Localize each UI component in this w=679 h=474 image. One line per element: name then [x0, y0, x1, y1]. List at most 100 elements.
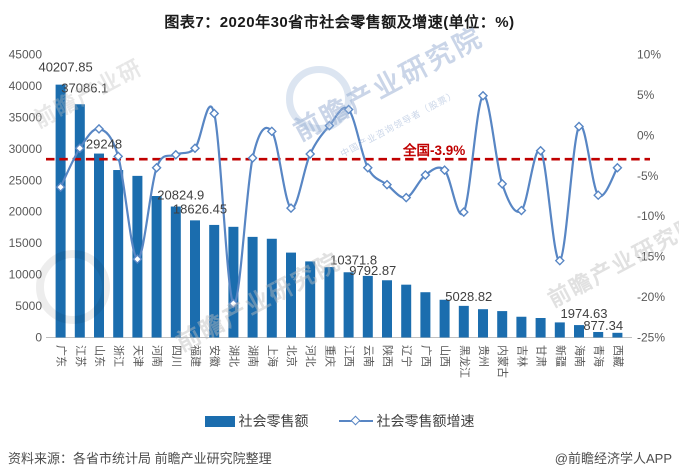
x-category-label: 湖南 — [247, 345, 260, 367]
y-axis-tick-right: -20% — [637, 290, 665, 304]
line-marker-上海 — [266, 126, 277, 137]
bar-value-label: 40207.85 — [38, 60, 92, 75]
bar-山西 — [439, 299, 450, 338]
x-category-label: 吉林 — [515, 345, 529, 367]
bar-广西 — [420, 292, 431, 338]
line-marker-四川 — [170, 149, 181, 160]
y-axis-tick-right: 5% — [637, 88, 655, 102]
bar-青海 — [593, 331, 604, 338]
x-category-label: 贵州 — [477, 345, 490, 367]
line-marker-江苏 — [74, 143, 85, 154]
bar-云南 — [362, 275, 373, 338]
x-category-label: 上海 — [266, 345, 280, 367]
bar-北京 — [286, 252, 296, 338]
y-axis-tick-right: 0% — [637, 128, 655, 142]
bar-河北 — [305, 261, 316, 338]
y-axis-tick-right: -10% — [637, 209, 665, 223]
bar-内蒙古 — [497, 311, 508, 338]
line-marker-河北 — [305, 148, 316, 159]
line-marker-浙江 — [113, 151, 124, 162]
legend-bar-swatch — [204, 415, 235, 427]
x-category-label: 湖北 — [227, 345, 240, 367]
x-category-label: 四川 — [170, 345, 182, 367]
x-category-label: 山东 — [93, 345, 106, 367]
bar-湖北 — [228, 226, 239, 338]
x-category-label: 西藏 — [611, 345, 624, 367]
x-category-label: 浙江 — [112, 345, 125, 367]
line-marker-黑龙江 — [458, 207, 469, 218]
bar-value-label: 37086.1 — [61, 80, 108, 95]
bar-安徽 — [209, 224, 220, 338]
x-category-label: 辽宁 — [400, 345, 414, 367]
x-category-label: 河北 — [304, 345, 317, 367]
legend-diamond-marker-icon — [350, 415, 360, 426]
line-marker-湖北 — [228, 298, 239, 309]
y-axis-tick-left: 30000 — [9, 142, 43, 156]
legend: 社会零售额 社会零售额增速 — [0, 411, 679, 431]
line-marker-北京 — [286, 203, 296, 214]
bar-福建 — [190, 220, 200, 338]
bar-海南 — [574, 325, 584, 338]
y-axis-tick-right: -15% — [637, 250, 665, 264]
bar-新疆 — [554, 322, 565, 338]
x-category-label: 海南 — [573, 345, 587, 367]
x-category-label: 青海 — [592, 345, 606, 367]
line-marker-福建 — [190, 143, 200, 154]
line-marker-新疆 — [554, 255, 565, 266]
bar-辽宁 — [401, 284, 412, 338]
footer-credit: @前瞻经济学人APP — [554, 451, 672, 466]
x-category-label: 新疆 — [554, 345, 568, 367]
x-category-label: 广东 — [55, 345, 68, 367]
x-category-label: 山西 — [439, 345, 452, 367]
line-marker-山西 — [439, 165, 450, 176]
line-marker-海南 — [574, 121, 584, 132]
legend-item-bar: 社会零售额 — [204, 411, 309, 431]
x-category-label: 重庆 — [323, 345, 337, 367]
bar-value-label: 20824.9 — [157, 188, 204, 203]
bar-重庆 — [324, 267, 335, 338]
legend-bar-label: 社会零售额 — [238, 413, 309, 429]
line-marker-重庆 — [324, 120, 335, 131]
bar-value-label: 18626.45 — [173, 201, 227, 216]
x-category-label: 福建 — [189, 345, 203, 367]
x-category-label: 云南 — [362, 345, 375, 367]
line-marker-湖南 — [247, 153, 258, 163]
bar-上海 — [266, 238, 277, 338]
bar-value-label: 1974.63 — [561, 306, 608, 321]
page-title: 图表7：2020年30省市社会零售额及增速(单位：%) — [164, 14, 515, 31]
line-marker-安徽 — [209, 108, 220, 119]
line-marker-贵州 — [478, 90, 488, 101]
bar-广东 — [55, 84, 66, 338]
legend-line-label: 社会零售额增速 — [376, 413, 475, 429]
bar-河南 — [151, 196, 162, 338]
y-axis-tick-left: 35000 — [9, 110, 43, 124]
y-axis-tick-left: 5000 — [15, 299, 42, 313]
line-marker-西藏 — [612, 162, 623, 173]
footer-source: 资料来源：各省市统计局 前瞻产业研究院整理 — [8, 451, 272, 466]
bar-吉林 — [516, 316, 527, 338]
national-growth-label: 全国-3.9% — [403, 143, 466, 158]
bar-四川 — [170, 206, 181, 338]
y-axis-tick-right: -5% — [637, 169, 659, 183]
legend-item-line: 社会零售额增速 — [338, 411, 475, 431]
bar-江西 — [343, 272, 354, 338]
line-marker-甘肃 — [535, 145, 546, 156]
line-marker-内蒙古 — [497, 178, 508, 189]
bar-value-label: 10371.8 — [330, 252, 377, 267]
line-marker-山东 — [94, 123, 104, 134]
line-marker-江西 — [343, 104, 354, 115]
bar-贵州 — [478, 309, 488, 338]
line-marker-陕西 — [382, 179, 392, 190]
bar-西藏 — [612, 332, 623, 338]
line-marker-青海 — [593, 190, 604, 201]
bar-陕西 — [382, 280, 392, 338]
y-axis-tick-left: 15000 — [9, 236, 43, 250]
line-marker-广西 — [420, 169, 431, 180]
line-marker-河南 — [151, 162, 162, 173]
x-category-label: 陕西 — [381, 345, 395, 367]
x-category-label: 甘肃 — [535, 345, 548, 367]
line-marker-广东 — [55, 182, 66, 193]
bar-江苏 — [74, 104, 85, 338]
